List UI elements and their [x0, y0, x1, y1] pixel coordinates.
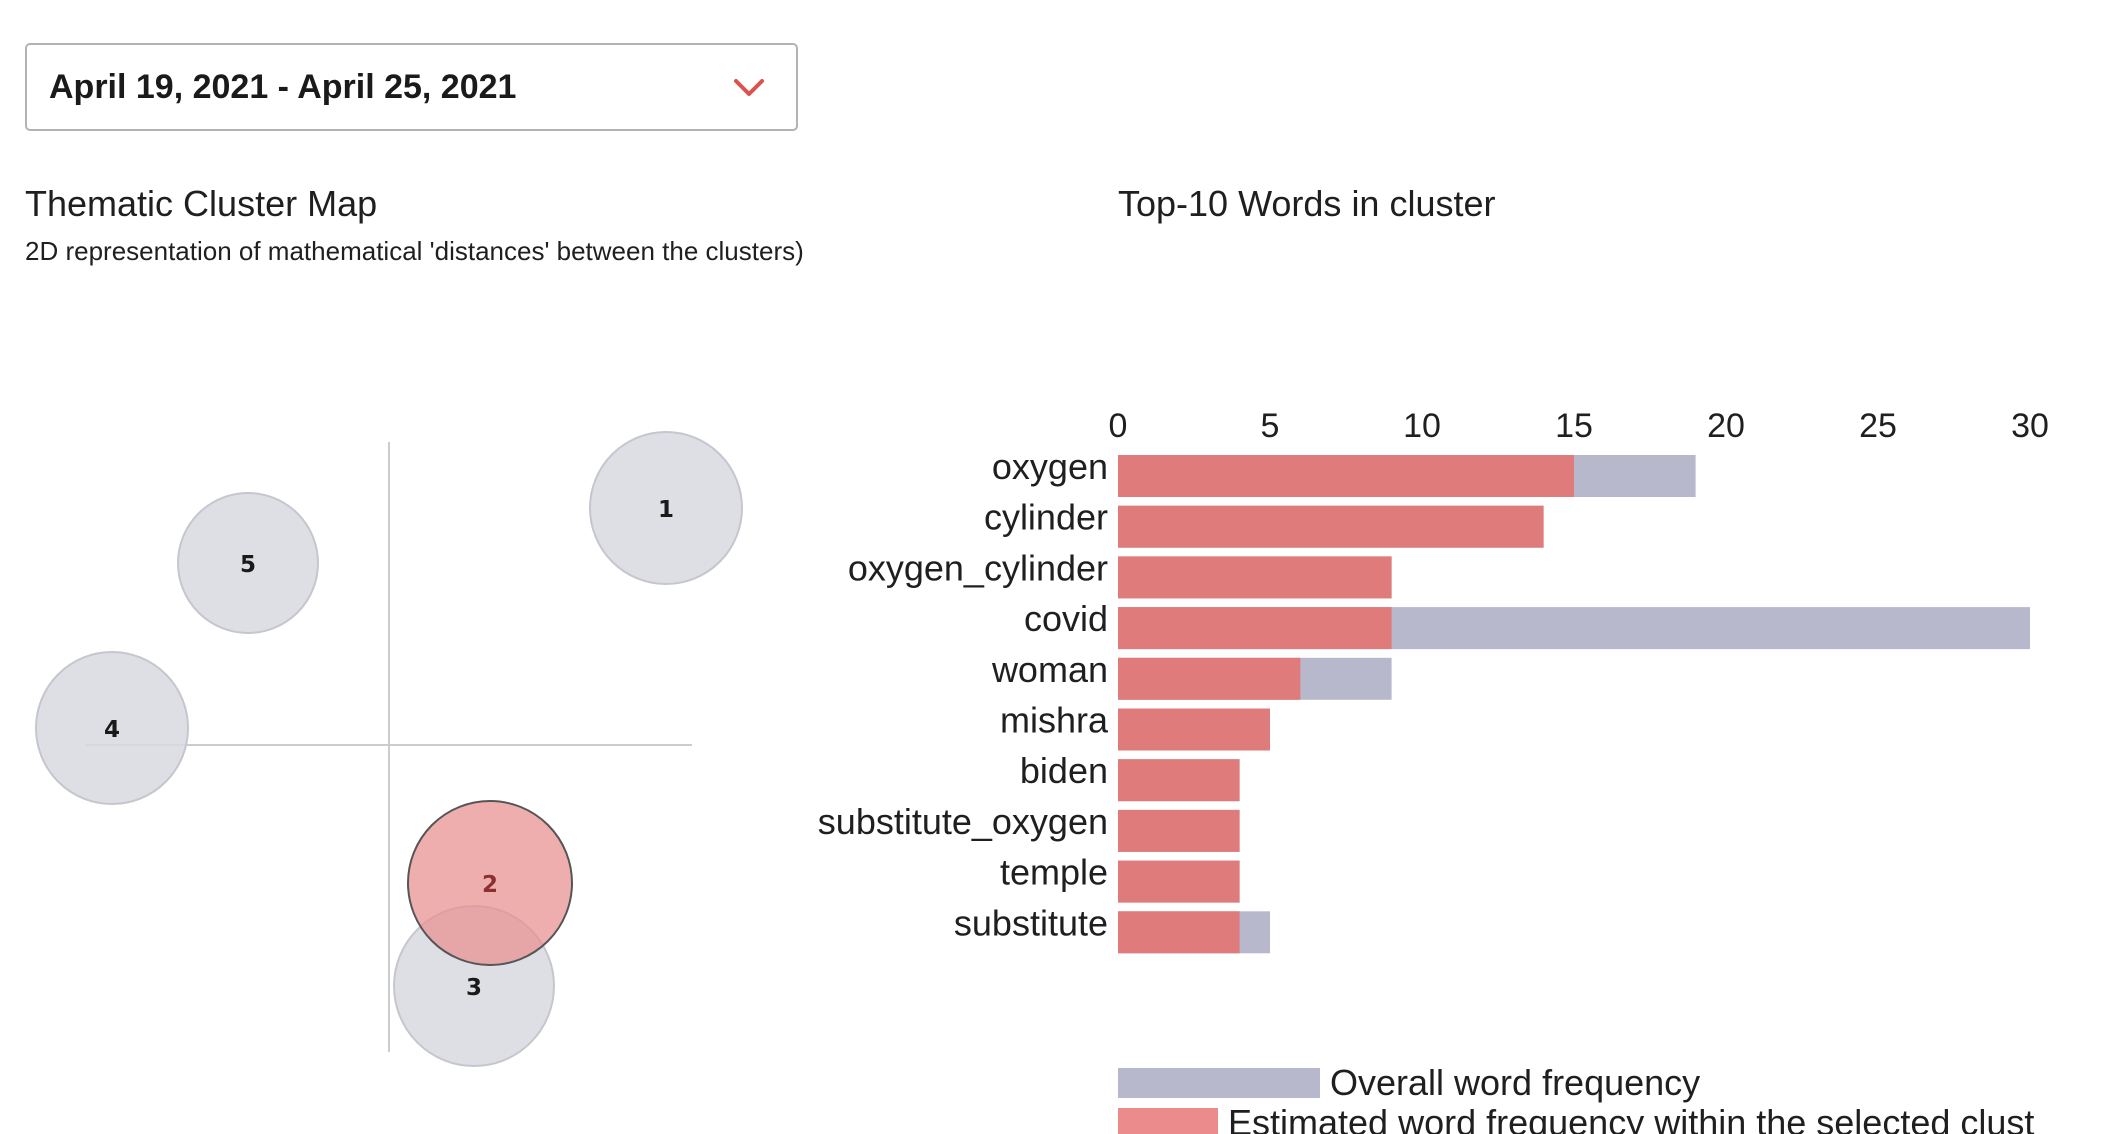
bar-cluster-oxygen — [1118, 455, 1574, 497]
y-category-label: temple — [1000, 852, 1108, 893]
bar-cluster-mishra — [1118, 708, 1270, 751]
bar-cluster-substitute_oxygen — [1118, 809, 1240, 852]
bar-cluster-cylinder — [1118, 505, 1544, 548]
y-category-label: cylinder — [984, 497, 1108, 538]
cluster-label-2: 2 — [482, 872, 498, 898]
cluster-label-3: 3 — [466, 975, 482, 1001]
x-tick-label: 0 — [1109, 407, 1128, 445]
cluster-label-5: 5 — [240, 552, 256, 578]
bar-cluster-woman — [1118, 657, 1301, 700]
y-category-label: substitute — [954, 902, 1108, 943]
x-axis-ticks: 0 5 10 15 20 25 30 — [1109, 407, 2049, 445]
y-category-label: woman — [991, 649, 1108, 690]
cluster-label-1: 1 — [658, 497, 674, 523]
cluster-bubble-2[interactable]: 2 — [407, 800, 573, 966]
cluster-map: 1 5 4 3 2 — [35, 431, 743, 1067]
bar-cluster-biden — [1118, 759, 1240, 802]
cluster-label-4: 4 — [104, 717, 120, 743]
legend-swatch-overall — [1118, 1068, 1320, 1098]
x-tick-label: 15 — [1555, 407, 1593, 445]
cluster-map-subtitle: 2D representation of mathematical 'dista… — [25, 236, 804, 266]
y-category-label: mishra — [1000, 700, 1109, 741]
cluster-bubble-1[interactable]: 1 — [589, 431, 743, 585]
x-tick-label: 25 — [1859, 407, 1897, 445]
x-tick-label: 20 — [1707, 407, 1745, 445]
bar-cluster-substitute — [1118, 911, 1240, 954]
y-category-label: oxygen — [992, 446, 1108, 487]
words-chart-title: Top-10 Words in cluster — [1118, 183, 1496, 224]
y-category-label: substitute_oxygen — [818, 801, 1108, 842]
bar-cluster-temple — [1118, 860, 1240, 903]
legend-label-cluster: Estimated word frequency within the sele… — [1228, 1102, 2034, 1134]
y-category-label: oxygen_cylinder — [848, 547, 1108, 588]
y-category-label: covid — [1024, 598, 1108, 639]
bar-cluster-oxygen_cylinder — [1118, 556, 1392, 599]
cluster-map-title: Thematic Cluster Map — [25, 183, 378, 224]
x-tick-label: 5 — [1261, 407, 1280, 445]
cluster-frequency-bars — [1118, 455, 1574, 954]
chevron-down-icon — [734, 79, 764, 96]
legend-label-overall: Overall word frequency — [1330, 1062, 1700, 1103]
legend-swatch-cluster — [1118, 1108, 1218, 1134]
bar-cluster-covid — [1118, 607, 1392, 650]
date-range-select[interactable]: April 19, 2021 - April 25, 2021 — [25, 43, 798, 131]
x-tick-label: 10 — [1403, 407, 1441, 445]
cluster-bubble-4[interactable]: 4 — [35, 651, 189, 805]
date-range-value: April 19, 2021 - April 25, 2021 — [49, 68, 517, 106]
cluster-bubble-5[interactable]: 5 — [177, 492, 319, 634]
y-category-label: biden — [1020, 750, 1108, 791]
x-tick-label: 30 — [2011, 407, 2049, 445]
